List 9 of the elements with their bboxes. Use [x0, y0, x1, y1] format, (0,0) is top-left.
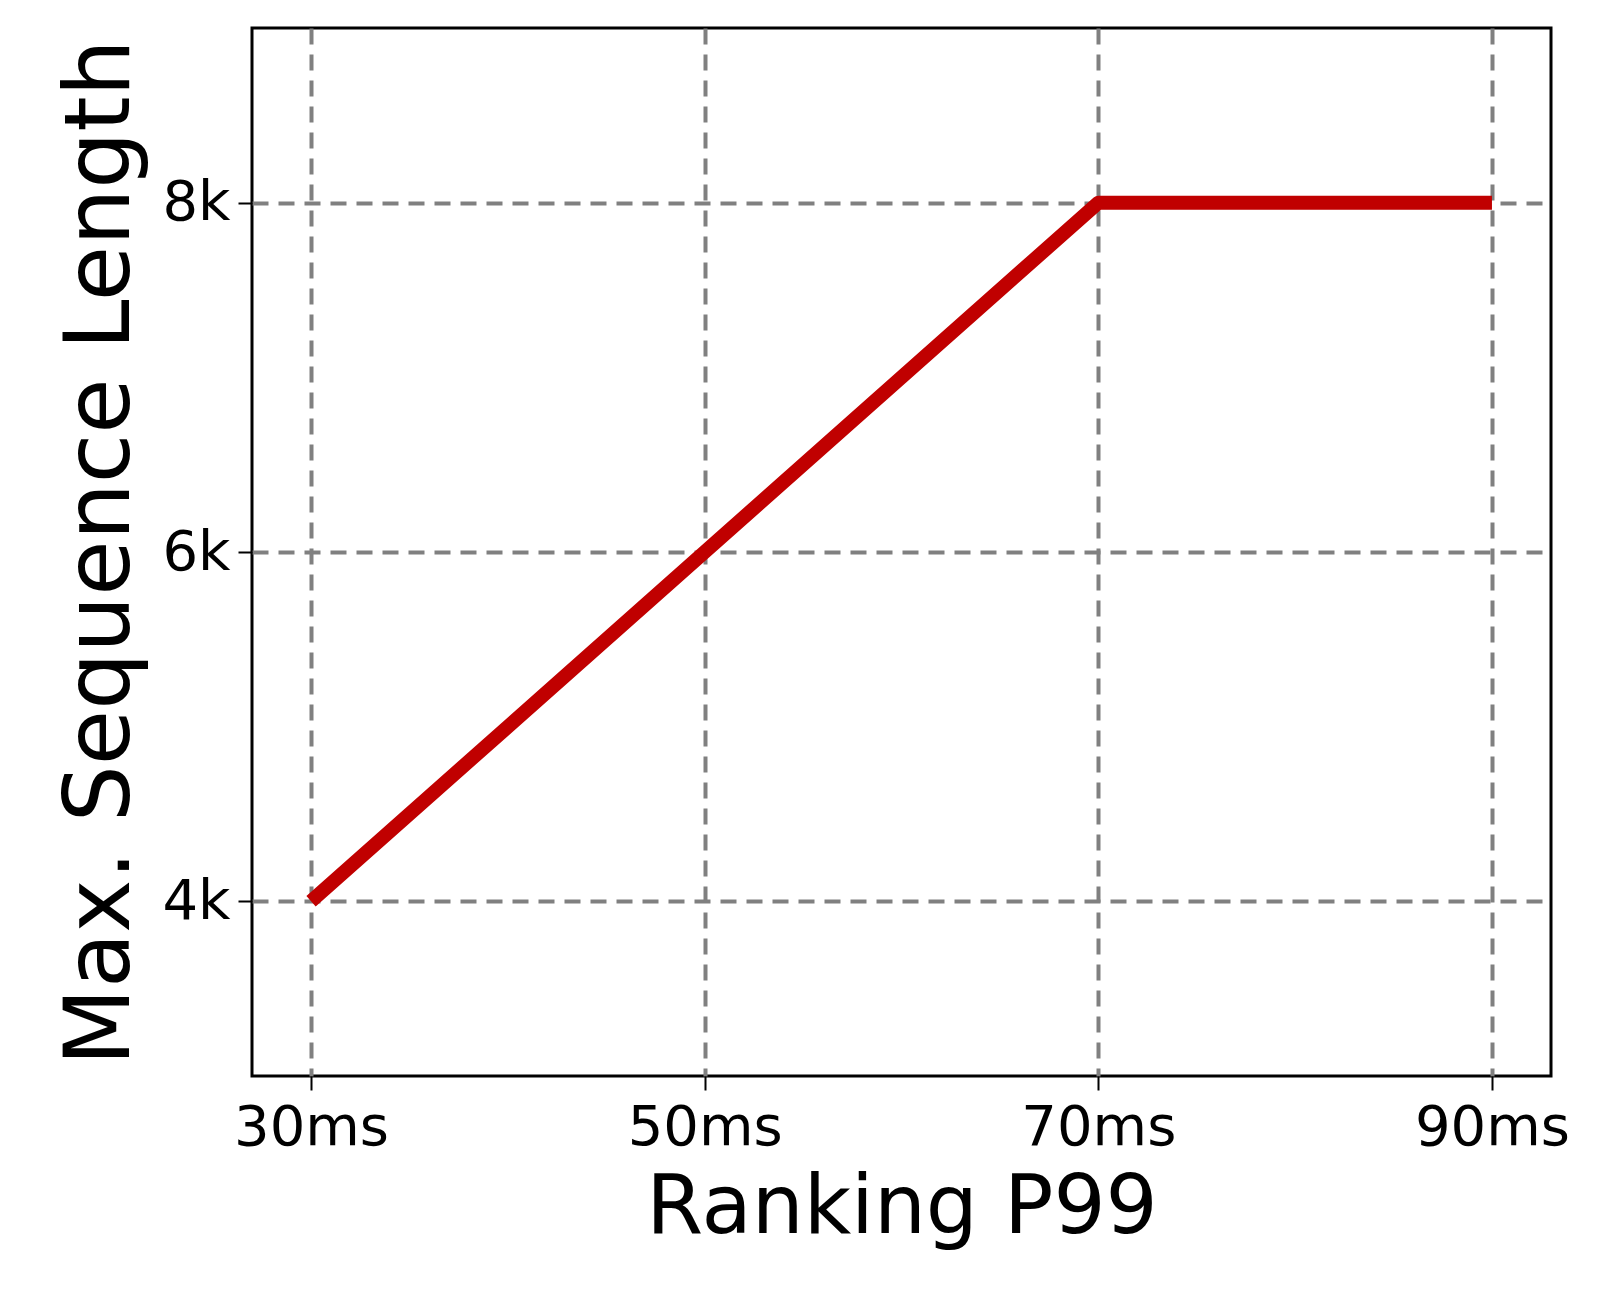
x-tick-label: 90ms	[1414, 1092, 1570, 1158]
x-tick-label: 70ms	[1021, 1092, 1177, 1158]
x-axis-title: Ranking P99	[646, 1156, 1158, 1252]
y-axis-title: Max. Sequence Length	[45, 39, 151, 1066]
x-tick-label: 30ms	[234, 1092, 390, 1158]
x-tick-label: 50ms	[627, 1092, 783, 1158]
y-tick-label: 6k	[162, 517, 232, 583]
y-tick-label: 8k	[162, 168, 232, 234]
y-tick-label: 4k	[162, 866, 232, 932]
